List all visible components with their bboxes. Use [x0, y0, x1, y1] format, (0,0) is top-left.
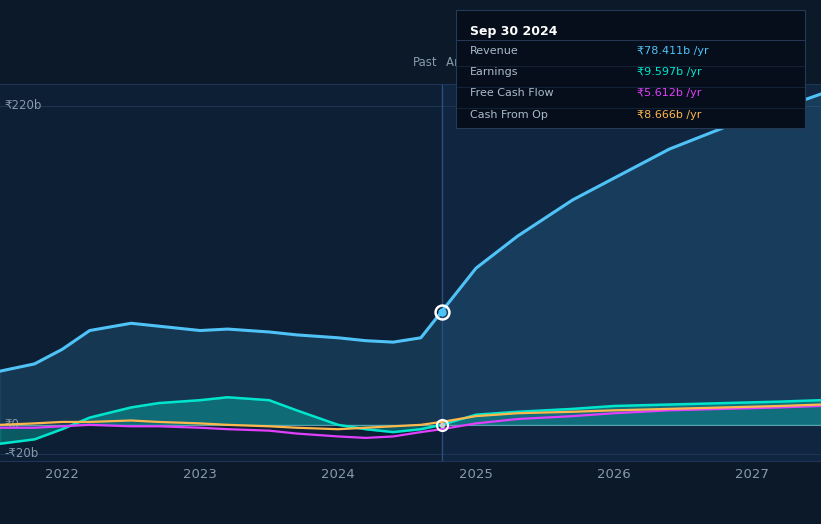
Text: ₹9.597b /yr: ₹9.597b /yr — [637, 67, 702, 77]
Text: ₹0: ₹0 — [4, 418, 19, 431]
Bar — [0, 84, 442, 461]
Text: ₹8.666b /yr: ₹8.666b /yr — [637, 110, 701, 119]
Text: Revenue: Revenue — [470, 46, 518, 56]
Text: Past: Past — [413, 56, 438, 69]
Bar — [442, 84, 821, 461]
Text: ₹78.411b /yr: ₹78.411b /yr — [637, 46, 709, 56]
Text: Free Cash Flow: Free Cash Flow — [470, 88, 553, 99]
Text: Sep 30 2024: Sep 30 2024 — [470, 25, 557, 38]
Text: Earnings: Earnings — [470, 67, 518, 77]
Text: ₹220b: ₹220b — [4, 99, 42, 112]
Text: Cash From Op: Cash From Op — [470, 110, 548, 119]
Text: ₹5.612b /yr: ₹5.612b /yr — [637, 88, 701, 99]
Text: -₹20b: -₹20b — [4, 447, 39, 461]
Text: Analysts Forecasts: Analysts Forecasts — [446, 56, 556, 69]
